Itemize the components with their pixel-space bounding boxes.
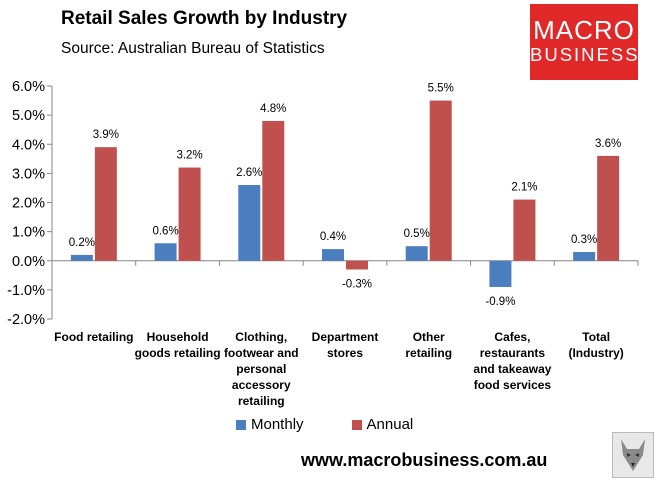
y-tick-label: 4.0% [12,137,45,153]
x-category-label: stores [327,346,363,360]
legend-swatch-monthly [236,419,246,430]
x-category-label: accessory [232,378,291,392]
y-tick-label: 3.0% [12,166,45,182]
legend-item-monthly: Monthly [236,416,304,433]
legend-item-annual: Annual [351,416,414,433]
bar-monthly [70,254,93,261]
x-category-label: retailing [405,346,452,360]
wolf-logo-icon [612,432,654,478]
y-tick-label: 0.0% [12,254,45,270]
y-tick-label: 1.0% [12,225,45,241]
y-tick-label: 5.0% [12,108,45,124]
legend-label-annual: Annual [366,416,414,433]
x-category-label: Food retailing [54,330,133,344]
x-category-label: Other [413,330,445,344]
bar-monthly [573,252,596,261]
bar-monthly [405,246,428,261]
x-category-label: footwear and [224,346,299,360]
y-tick-label: -2.0% [7,312,45,328]
data-label-monthly: 0.3% [571,234,597,246]
data-label-annual: 3.9% [93,129,119,141]
x-category-label: Total [582,330,610,344]
data-label-annual: 4.8% [260,103,286,115]
x-category-label: Clothing, [235,330,287,344]
data-label-annual: 2.1% [511,182,537,194]
x-category-label: Cafes, [494,330,530,344]
x-category-label: personal [236,362,286,376]
data-label-annual: 3.2% [176,150,202,162]
x-category-label: retailing [238,394,285,408]
x-category-label: food services [474,378,552,392]
data-label-monthly: -0.9% [485,296,515,308]
x-category-label: goods retailing [135,346,221,360]
data-label-monthly: 0.6% [152,225,178,237]
data-label-monthly: 0.5% [404,228,430,240]
data-label-monthly: 2.6% [236,167,262,179]
logo-line-1: MACRO [533,15,635,45]
website-url[interactable]: www.macrobusiness.com.au [301,450,548,470]
x-category-label: (Industry) [568,346,623,360]
data-label-annual: 5.5% [428,83,454,95]
bar-annual [178,167,201,261]
data-label-monthly: 0.4% [320,231,346,243]
legend-swatch-annual [351,419,362,430]
data-label-annual: 3.6% [595,138,621,150]
y-tick-label: 6.0% [12,79,45,95]
bar-monthly [238,185,261,261]
bar-monthly [322,249,344,261]
data-label-monthly: 0.2% [69,237,95,249]
y-tick-label: 2.0% [12,196,45,212]
x-category-label: and takeaway [473,362,551,376]
bar-annual [429,100,452,261]
x-category-label: restaurants [480,346,546,360]
bar-annual [597,155,620,261]
bar-annual [513,199,536,261]
chart-subtitle: Source: Australian Bureau of Statistics [61,40,325,57]
bar-annual [262,120,285,261]
bar-annual [94,147,117,261]
legend-label-monthly: Monthly [251,416,304,433]
bar-annual [346,260,368,270]
x-category-label: Department [312,330,379,344]
logo-line-2: BUSINESS [530,44,640,65]
x-category-label: Household [147,330,209,344]
wolf-icon [621,439,645,471]
macrobusiness-logo[interactable]: MACRO BUSINESS [530,4,638,80]
bar-monthly [489,260,512,287]
y-tick-label: -1.0% [7,283,45,299]
bar-monthly [154,243,177,261]
chart-title: Retail Sales Growth by Industry [61,8,348,29]
legend: Monthly Annual [236,416,461,433]
data-label-annual: -0.3% [342,278,372,290]
